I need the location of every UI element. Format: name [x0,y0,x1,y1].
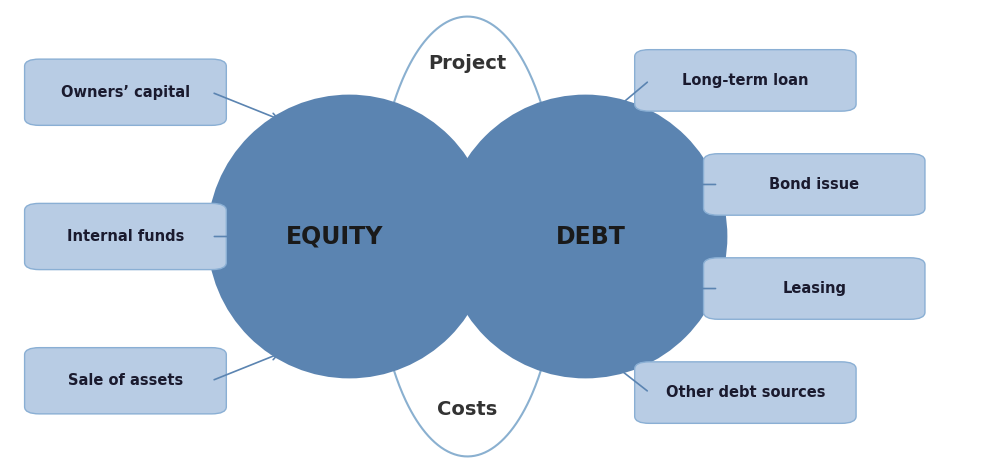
FancyBboxPatch shape [704,258,925,319]
FancyBboxPatch shape [635,362,856,423]
FancyBboxPatch shape [25,59,226,125]
Text: Internal funds: Internal funds [67,229,184,244]
FancyBboxPatch shape [25,348,226,414]
Text: Project: Project [428,54,507,73]
Text: EQUITY: EQUITY [285,225,384,248]
Text: Costs: Costs [437,400,498,419]
Ellipse shape [444,95,727,378]
Text: Owners’ capital: Owners’ capital [61,85,190,100]
FancyBboxPatch shape [25,203,226,270]
Text: Long-term loan: Long-term loan [682,73,809,88]
FancyBboxPatch shape [704,154,925,215]
Text: Sale of assets: Sale of assets [68,373,183,388]
Text: Bond issue: Bond issue [769,177,859,192]
Text: Leasing: Leasing [782,281,846,296]
Ellipse shape [208,95,491,378]
Text: DEBT: DEBT [555,225,626,248]
FancyBboxPatch shape [635,50,856,111]
Text: Other debt sources: Other debt sources [665,385,826,400]
